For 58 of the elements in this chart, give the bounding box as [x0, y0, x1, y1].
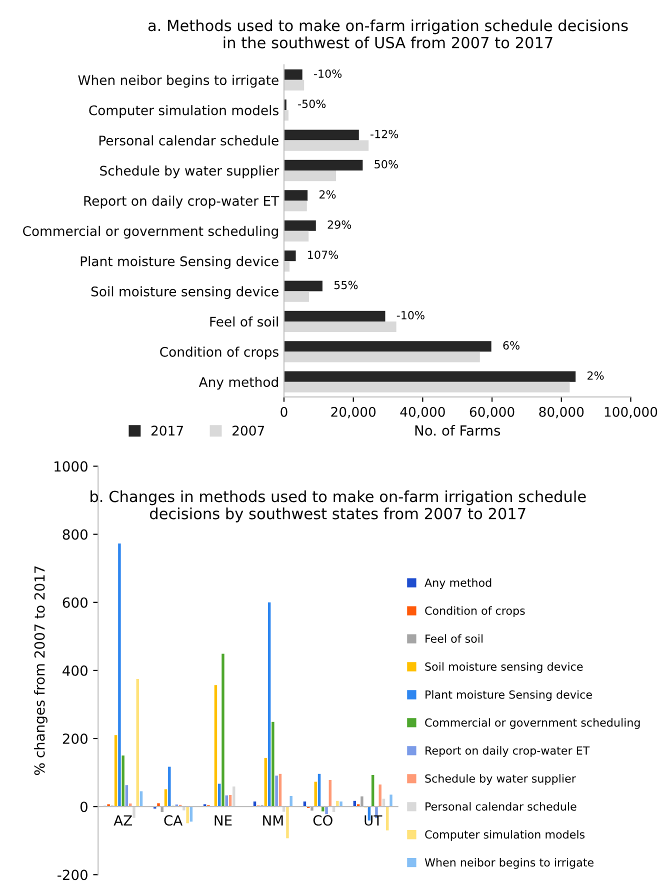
- x-axis-title: No. of Farms: [415, 424, 500, 436]
- annotation: 107%: [308, 250, 338, 260]
- legend-label: Schedule by water supplier: [425, 774, 576, 785]
- legend-label: Condition of crops: [425, 606, 525, 618]
- annotation: 55%: [334, 280, 358, 290]
- chart-title: a. Methods used to make on-farm irrigation schedule decisions in the southwest of USA from 2007 to 2017: [148, 19, 628, 48]
- x-tick-label: NE: [214, 815, 232, 826]
- x-tick-label: 100,000: [604, 406, 658, 418]
- annotation: 2%: [588, 371, 604, 380]
- annotation: 2%: [319, 190, 336, 199]
- x-tick-label: CO: [313, 815, 332, 826]
- y-tick-label: Feel of soil: [210, 316, 278, 327]
- legend-label: Any method: [424, 578, 492, 590]
- legend-label: Feel of soil: [426, 634, 483, 643]
- annotation: 29%: [328, 220, 352, 229]
- y-axis-title: % changes from 2007 to 2017: [34, 566, 48, 775]
- legend-label: Computer simulation models: [425, 830, 585, 841]
- legend-label: 2007: [232, 426, 264, 436]
- x-tick-label: NM: [263, 815, 283, 826]
- y-tick-label: Personal calendar schedule: [99, 135, 278, 146]
- y-tick-label: When neibor begins to irrigate: [78, 74, 278, 88]
- x-tick-label: 60,000: [470, 406, 514, 418]
- y-tick-label: 400: [62, 665, 88, 676]
- y-tick-label: -200: [58, 870, 88, 880]
- y-tick-label: Any method: [198, 376, 278, 390]
- annotation: -10%: [314, 69, 342, 78]
- x-tick-label: 40,000: [400, 406, 445, 418]
- y-tick-label: Condition of crops: [160, 346, 278, 360]
- legend-label: Commercial or government scheduling: [425, 718, 640, 729]
- x-tick-label: 0: [280, 406, 288, 417]
- annotation: -12%: [370, 130, 398, 138]
- x-tick-label: 20,000: [331, 406, 376, 418]
- x-tick-label: UT: [364, 815, 382, 826]
- y-tick-label: Plant moisture Sensing device: [80, 256, 278, 269]
- annotation: -50%: [298, 100, 326, 108]
- y-tick-label: 1000: [54, 461, 88, 472]
- annotation: -10%: [396, 310, 424, 320]
- y-tick-label: Commercial or government scheduling: [23, 226, 278, 239]
- y-tick-label: Soil moisture sensing device: [91, 286, 278, 300]
- annotation: 6%: [503, 341, 520, 350]
- y-tick-label: Computer simulation models: [89, 105, 278, 118]
- y-tick-label: 0: [80, 802, 88, 812]
- legend-label: 2017: [151, 426, 183, 436]
- legend-label: When neibor begins to irrigate: [424, 858, 594, 869]
- y-tick-label: 800: [62, 529, 88, 540]
- annotation: 50%: [374, 160, 398, 168]
- x-tick-label: AZ: [114, 815, 132, 826]
- y-tick-label: Report on daily crop-water ET: [84, 196, 280, 208]
- x-tick-label: 80,000: [539, 406, 584, 418]
- text: b. Changes in methods used to make on-farm irrigation schedule decisions by southwest states from 2007 to 2017: [90, 490, 586, 522]
- legend-label: Plant moisture Sensing device: [426, 690, 592, 701]
- legend-label: Personal calendar schedule: [426, 802, 576, 811]
- legend-label: Report on daily crop-water ET: [426, 746, 590, 757]
- y-tick-label: 600: [62, 597, 88, 608]
- y-tick-label: Schedule by water supplier: [100, 165, 280, 178]
- legend-label: Soil moisture sensing device: [425, 662, 583, 673]
- y-tick-label: 200: [62, 733, 88, 744]
- x-tick-label: CA: [164, 815, 183, 826]
